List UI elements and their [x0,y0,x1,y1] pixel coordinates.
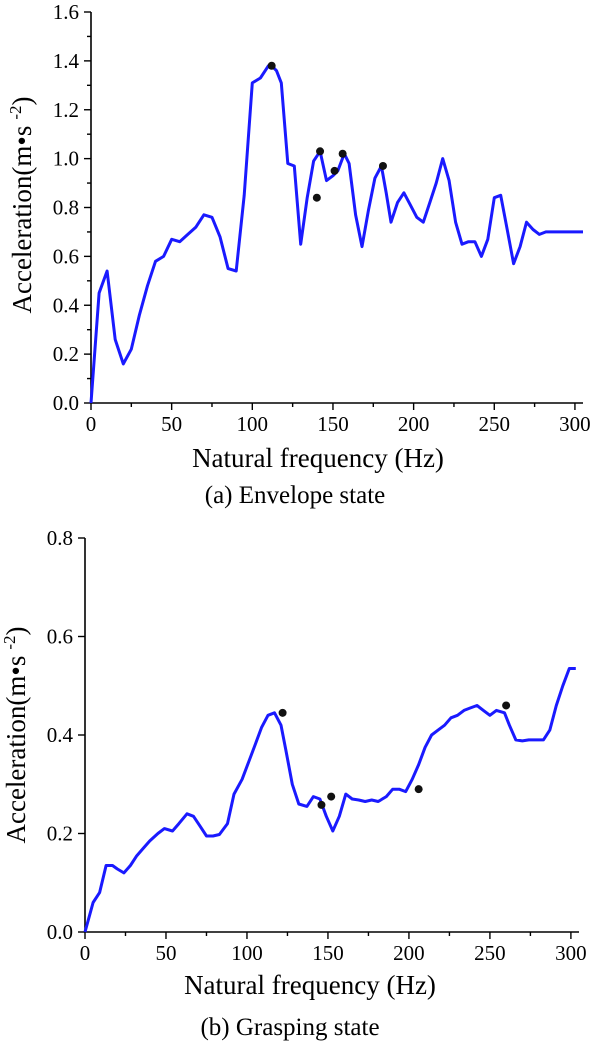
panel-a-peak-marker [312,193,321,202]
panel-b-peak-marker [502,701,511,710]
panel-a-y-tick-label: 1.0 [53,147,79,171]
panel-a-x-tick-label: 200 [398,412,430,436]
panel-b-y-axis-title: Acceleration(m•s -2) [0,626,31,843]
panel-b-y-title-main: Acceleration(m [1,676,31,844]
panel-a-y-tick-label: 0.6 [53,244,79,268]
panel-b-y-title-s: s [1,656,31,667]
panel-b-x-tick-label: 50 [155,941,176,965]
panel-b-peak-marker [317,800,326,809]
panel-a-y-tick-label: 0.0 [53,391,79,415]
panel-a-y-tick-label: 0.8 [53,196,79,220]
panel-a-x-tick-label: 0 [86,412,97,436]
panel-a-peak-marker [378,161,387,170]
panel-b-peak-marker [327,792,336,801]
panel-a-y-title-s: s [7,126,37,137]
panel-a-x-tick-label: 150 [317,412,349,436]
panel-a-axes: 0 50 100 150 200 250 300 0.0 0.2 0.4 0.6 0.8 1.0 1.2 1… [53,0,591,436]
panel-b-x-tick-label: 0 [80,941,91,965]
panel-b-y-tick-label: 0.6 [47,625,73,649]
panel-a-y-title-dot: • [7,136,37,145]
panel-a-x-tick-label: 300 [559,412,591,436]
panel-b-x-tick-label: 250 [474,941,506,965]
panel-b-y-tick-label: 0.8 [47,526,73,550]
panel-b-y-title-dot: • [1,666,31,675]
panel-b-x-axis-title: Natural frequency (Hz) [184,970,436,1000]
panel-a-y-tick-label: 1.6 [53,0,79,24]
panel-b-series-line [83,667,576,933]
panel-b-y-title-close: ) [1,626,31,635]
panel-b-axes: 0 50 100 150 200 250 300 0.0 0.2 0.4 0.6 0.8 [47,526,587,965]
panel-b-x-tick-label: 150 [312,941,344,965]
panel-a-x-tick-label: 100 [237,412,269,436]
panel-b-peak-marker [414,785,423,794]
panel-b-caption: (b) Grasping state [200,1014,379,1041]
panel-a-x-axis-title: Natural frequency (Hz) [192,443,444,473]
panel-b-y-tick-label: 0.2 [47,822,73,846]
panel-b-y-tick-label: 0.4 [47,723,74,747]
panel-a-y-tick-label: 1.2 [53,98,79,122]
panel-a-caption: (a) Envelope state [205,482,385,509]
panel-b-x-tick-label: 100 [231,941,263,965]
panel-a-x-tick-label: 50 [161,412,182,436]
panel-a-peak-marker [316,147,325,156]
panel-a-peak-marker [338,149,347,158]
panel-a-y-tick-label: 0.2 [53,342,79,366]
panel-a-x-tick-label: 250 [479,412,511,436]
panel-a-y-axis-title: Acceleration(m•s -2) [6,96,37,313]
panel-a-series-line [89,64,583,404]
panel-a-y-title-close: ) [7,96,37,105]
panel-b-peak-marker [278,708,287,717]
panel-a-y-tick-label: 0.4 [53,293,80,317]
panel-b-y-tick-label: 0.0 [47,920,73,944]
panel-b-x-tick-label: 300 [555,941,587,965]
panel-a-peak-marker [330,166,339,175]
panel-a-peak-marker [267,61,276,70]
panel-grasping-state: 0 50 100 150 200 250 300 0.0 0.2 0.4 0.6 0.8 Natura… [0,526,587,1041]
panel-envelope-state: 0 50 100 150 200 250 300 0.0 0.2 0.4 0.6 0.8 1.0 1.2 1… [6,0,591,509]
panel-a-y-title-sup: -2 [6,105,25,119]
panel-a-y-tick-label: 1.4 [53,49,80,73]
panel-a-y-title-main: Acceleration(m [7,146,37,314]
panel-b-x-tick-label: 200 [393,941,425,965]
panel-b-y-title-sup: -2 [0,635,19,649]
